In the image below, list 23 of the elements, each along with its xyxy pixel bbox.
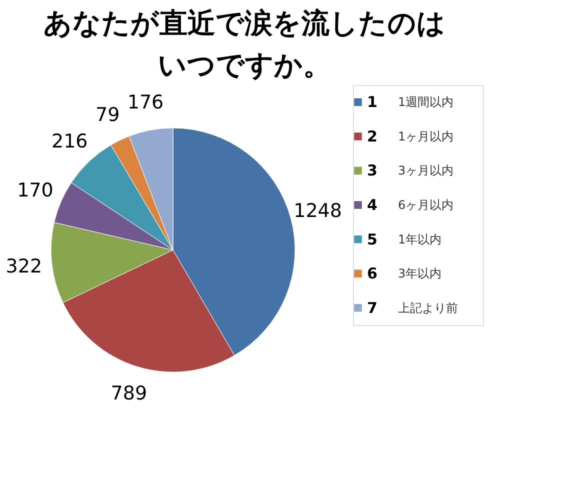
data-label: 322 [6,255,42,278]
data-label: 789 [110,382,148,404]
legend-label: 2 [367,127,378,146]
data-label: 176 [127,92,164,114]
text: 1週間以内 [398,95,454,110]
text: 6ヶ月以内 [398,198,454,212]
legend-label: 1 [367,93,378,112]
text: 3年以内 [398,266,442,281]
text: 1ヶ月以内 [398,129,454,144]
data-label: 79 [95,104,120,126]
text: 3ヶ月以内 [398,164,454,178]
data-label: 216 [52,130,88,152]
chart-subtitle: いつですか。 [158,48,332,82]
legend-label: 4 [367,196,378,214]
text: 上記より前 [398,300,458,315]
legend-label: 5 [367,230,378,248]
legend-label: 6 [367,264,378,283]
data-label: 170 [17,180,54,202]
data-label: 1248 [294,200,342,222]
legend-label: 3 [367,162,378,180]
text: 1年以内 [398,232,442,246]
chart-title: あなたが直近で涙を流したのは [44,6,446,40]
legend-label: 7 [367,298,378,317]
